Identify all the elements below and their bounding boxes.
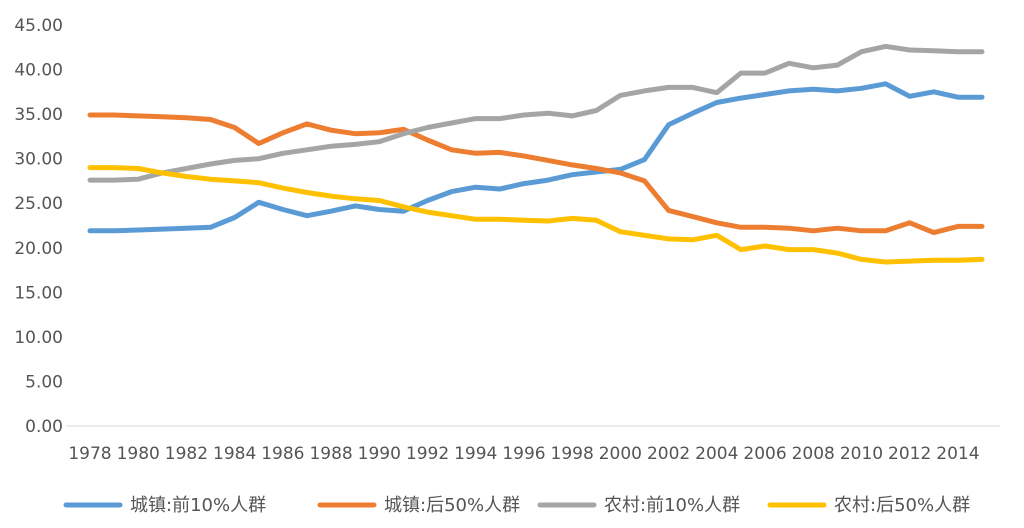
x-tick-label: 1990 [358, 444, 401, 464]
x-tick-label: 1982 [165, 444, 208, 464]
x-tick-label: 1994 [454, 444, 497, 464]
legend-label: 农村:前10%人群 [604, 495, 740, 516]
series-line-2 [87, 112, 985, 236]
x-tick-label: 2014 [936, 444, 979, 464]
y-tick-label: 5.00 [25, 372, 63, 392]
x-tick-label: 2000 [599, 444, 642, 464]
y-tick-label: 40.00 [14, 61, 63, 81]
legend-label: 农村:后50%人群 [834, 495, 970, 516]
legend-item-2: 城镇:后50%人群 [317, 495, 520, 516]
x-tick-label: 1986 [261, 444, 304, 464]
y-tick-label: 0.00 [25, 417, 63, 437]
x-axis-tick-labels: 1978 1980 1982 1984 1986 1988 1990 1992 1994 1996… [68, 444, 979, 464]
y-tick-label: 30.00 [14, 150, 63, 170]
x-tick-label: 1984 [213, 444, 256, 464]
y-tick-label: 35.00 [14, 105, 63, 125]
legend-item-4: 农村:后50%人群 [767, 495, 970, 516]
y-tick-label: 25.00 [14, 194, 63, 214]
legend-label: 城镇:后50%人群 [384, 495, 520, 516]
y-tick-label: 10.00 [14, 328, 63, 348]
x-tick-label: 2012 [888, 444, 931, 464]
legend-item-1: 城镇:前10%人群 [63, 495, 266, 516]
legend-item-3: 农村:前10%人群 [537, 495, 740, 516]
x-tick-label: 2002 [647, 444, 690, 464]
series-line-3 [87, 43, 985, 183]
x-tick-label: 1998 [551, 444, 594, 464]
y-axis-tick-labels: 0.00 5.00 10.00 15.00 20.00 25.00 30.00 35.00 40… [14, 16, 63, 437]
x-tick-label: 2006 [743, 444, 786, 464]
x-tick-label: 1992 [406, 444, 449, 464]
x-tick-label: 2008 [792, 444, 835, 464]
x-tick-label: 1980 [117, 444, 160, 464]
y-tick-label: 15.00 [14, 283, 63, 303]
y-tick-label: 20.00 [14, 239, 63, 259]
series-lines [87, 43, 985, 265]
x-tick-label: 2010 [840, 444, 883, 464]
series-line-4 [87, 165, 985, 265]
x-tick-label: 1978 [68, 444, 111, 464]
y-tick-label: 45.00 [14, 16, 63, 36]
legend: 城镇:前10%人群 城镇:后50%人群 农村:前10%人群 农村:后50%人群 [63, 495, 970, 516]
x-tick-label: 1988 [309, 444, 352, 464]
x-tick-label: 1996 [502, 444, 545, 464]
series-line-1 [87, 81, 985, 234]
legend-label: 城镇:前10%人群 [130, 495, 266, 516]
x-tick-label: 2004 [695, 444, 738, 464]
